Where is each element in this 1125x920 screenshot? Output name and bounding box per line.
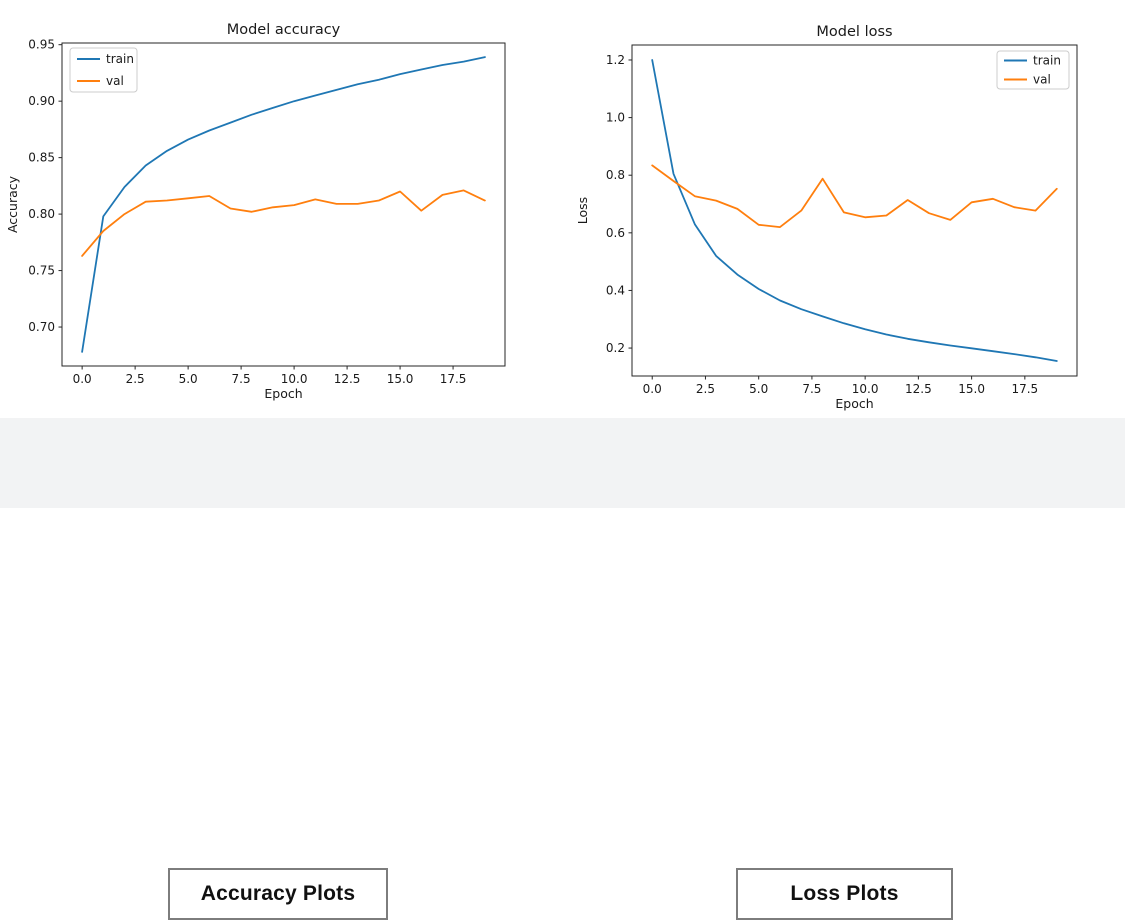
x-tick-label: 15.0 — [387, 372, 414, 386]
loss-plots-caption: Loss Plots — [736, 868, 953, 920]
x-tick-label: 0.0 — [643, 382, 662, 396]
legend-val-label: val — [106, 74, 124, 88]
y-axis-label: Accuracy — [5, 175, 20, 233]
y-axis-label: Loss — [575, 197, 590, 224]
y-tick-label: 0.95 — [28, 38, 55, 52]
x-tick-label: 12.5 — [334, 372, 361, 386]
train-line — [81, 56, 486, 353]
y-tick-label: 0.70 — [28, 320, 55, 334]
accuracy-plots-caption-label: Accuracy Plots — [200, 882, 356, 905]
x-tick-label: 2.5 — [696, 382, 715, 396]
y-tick-label: 1.2 — [606, 53, 625, 67]
legend-train-label: train — [106, 52, 134, 66]
x-axis: 0.0 2.5 5.0 7.5 10.0 12.5 15.0 17.5 Epoch — [643, 376, 1038, 411]
legend: train val — [69, 47, 138, 93]
y-tick-label: 0.90 — [28, 94, 55, 108]
x-tick-label: 2.5 — [126, 372, 145, 386]
y-tick-label: 0.2 — [606, 341, 625, 355]
x-tick-label: 5.0 — [179, 372, 198, 386]
x-axis: 0.0 2.5 5.0 7.5 10.0 12.5 15.0 17.5 Epoch — [73, 366, 467, 401]
x-tick-label: 17.5 — [440, 372, 467, 386]
x-tick-label: 10.0 — [281, 372, 308, 386]
x-axis-label: Epoch — [835, 396, 873, 411]
accuracy-chart-svg: 0.0 2.5 5.0 7.5 10.0 12.5 15.0 17.5Epoch0.700.7… — [5, 22, 506, 401]
y-tick-label: 0.80 — [28, 207, 55, 221]
x-tick-label: 0.0 — [73, 372, 92, 386]
y-tick-label: 0.8 — [606, 168, 625, 182]
caption-band: Accuracy Plots Loss Plots — [0, 418, 1125, 920]
legend-val-label: val — [1033, 73, 1051, 87]
y-tick-label: 0.85 — [28, 151, 55, 165]
y-tick-label: 1.0 — [606, 111, 625, 125]
chart-title: Model accuracy — [227, 22, 341, 38]
y-axis: 0.2 0.4 0.6 0.8 1.0 1.2 Loss — [575, 53, 632, 355]
charts-row: 0.0 2.5 5.0 7.5 10.0 12.5 15.0 17.5 Epoch 0.70 0.7… — [0, 0, 1125, 418]
val-line — [81, 189, 486, 257]
loss-plots-caption-label: Loss Plots — [790, 882, 899, 905]
val-line — [651, 164, 1058, 229]
accuracy-plots-caption: Accuracy Plots — [168, 868, 388, 920]
train-line — [651, 59, 1058, 362]
x-tick-label: 12.5 — [905, 382, 932, 396]
x-tick-label: 17.5 — [1011, 382, 1038, 396]
x-tick-label: 7.5 — [802, 382, 821, 396]
legend-train-label: train — [1033, 54, 1061, 68]
x-tick-label: 10.0 — [852, 382, 879, 396]
x-tick-label: 5.0 — [749, 382, 768, 396]
plot-frame — [631, 44, 1078, 377]
plot-frame — [61, 42, 506, 367]
x-tick-label: 15.0 — [958, 382, 985, 396]
legend: train val — [996, 50, 1070, 90]
y-tick-label: 0.75 — [28, 264, 55, 278]
loss-chart-svg: 0.0 2.5 5.0 7.5 10.0 12.5 15.0 17.5Epoch0.20.40… — [575, 24, 1078, 411]
x-tick-label: 7.5 — [232, 372, 251, 386]
x-axis-label: Epoch — [264, 386, 302, 401]
chart-title: Model loss — [816, 24, 892, 40]
y-tick-label: 0.6 — [606, 226, 625, 240]
y-tick-label: 0.4 — [606, 283, 625, 297]
y-axis: 0.70 0.75 0.80 0.85 0.90 0.95 Accuracy — [5, 38, 62, 334]
